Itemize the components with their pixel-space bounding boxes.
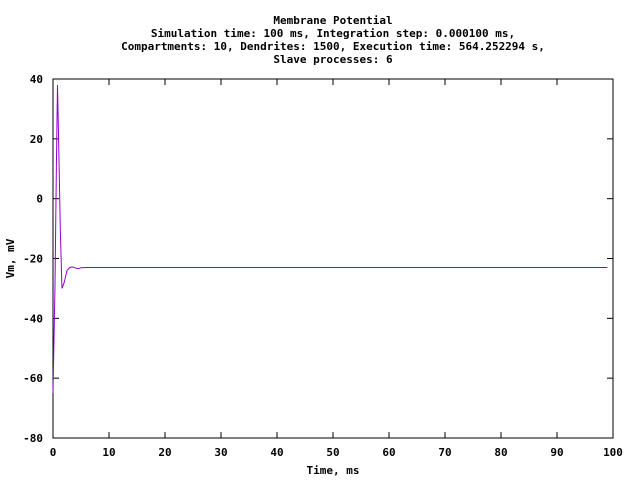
x-tick-label: 100	[603, 446, 623, 459]
title-line-3: Compartments: 10, Dendrites: 1500, Execu…	[121, 40, 545, 53]
y-tick-label: -60	[23, 372, 43, 385]
x-tick-label: 30	[214, 446, 227, 459]
y-axis-ticks: -80 -60 -40 -20 0 20 40	[23, 73, 613, 445]
y-tick-label: -40	[23, 312, 43, 325]
y-tick-label: 0	[36, 193, 43, 206]
title-line-2: Simulation time: 100 ms, Integration ste…	[151, 27, 515, 40]
x-tick-label: 10	[102, 446, 115, 459]
x-tick-label: 70	[438, 446, 451, 459]
x-tick-label: 40	[270, 446, 283, 459]
y-axis-label: Vm, mV	[4, 238, 17, 278]
y-tick-label: -80	[23, 432, 43, 445]
title-line-1: Membrane Potential	[273, 14, 392, 27]
x-tick-label: 60	[382, 446, 395, 459]
x-axis-label: Time, ms	[307, 464, 360, 477]
x-tick-label: 90	[550, 446, 563, 459]
series-line-1	[52, 84, 608, 394]
series-group	[52, 84, 608, 394]
plot-frame	[52, 78, 614, 439]
x-tick-label: 80	[494, 446, 507, 459]
y-tick-label: -20	[23, 253, 43, 266]
title-line-4: Slave processes: 6	[273, 53, 393, 66]
x-tick-label: 20	[158, 446, 171, 459]
y-tick-label: 40	[30, 73, 43, 86]
x-tick-label: 50	[326, 446, 339, 459]
x-axis-ticks: 0 10 20 30 40 50 60 70 80 90 100	[50, 79, 623, 459]
x-tick-label: 0	[50, 446, 57, 459]
y-tick-label: 20	[30, 133, 43, 146]
